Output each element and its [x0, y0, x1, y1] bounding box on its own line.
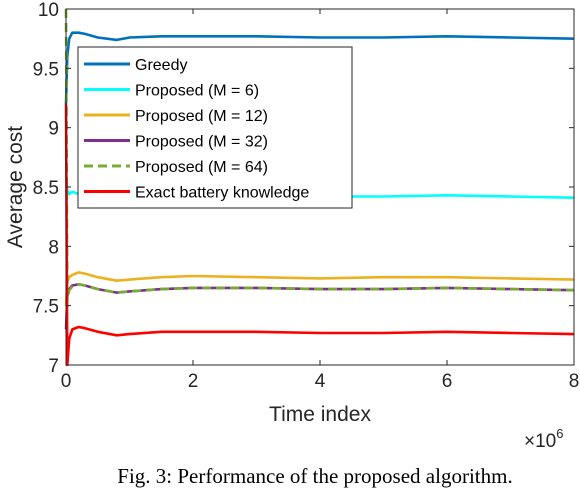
figure-caption: Fig. 3: Performance of the proposed algo…: [117, 464, 512, 488]
legend-entry: Exact battery knowledge: [135, 185, 309, 202]
y-tick-label: 10: [38, 0, 59, 21]
x-axis-label: Time index: [269, 403, 371, 426]
x-tick-label: 4: [315, 371, 326, 392]
legend-entry: Proposed (M = 32): [135, 134, 268, 151]
legend: Greedy Proposed (M = 6) Proposed (M = 12) P…: [77, 46, 353, 209]
y-tick-label: 8.5: [33, 178, 59, 199]
x-axis-multiplier: ×106: [524, 426, 563, 452]
series-line-3: [64, 271, 575, 306]
y-tick-label: 7.5: [33, 297, 59, 318]
x-tick-label: 8: [569, 371, 580, 392]
x-tick-label: 2: [188, 371, 199, 392]
x-axis-multiplier-exponent: 6: [556, 426, 563, 441]
legend-entry: Greedy: [135, 57, 187, 74]
series-line-5: [64, 8, 575, 300]
y-tick-label: 7: [48, 356, 59, 377]
y-tick-label: 9: [48, 119, 59, 140]
legend-entry: Proposed (M = 6): [135, 83, 259, 100]
y-tick-label: 9.5: [33, 59, 59, 80]
y-tick-label: 8: [48, 237, 59, 258]
ticks-layer: 0 2 4 6 8 7 7.5 8 8.5 9 9.5 10: [33, 0, 580, 392]
legend-entry: Proposed (M = 12): [135, 108, 268, 125]
x-tick-label: 6: [442, 371, 453, 392]
legend-box: [77, 46, 353, 209]
x-tick-label: 0: [61, 371, 72, 392]
series-line-6: [64, 103, 575, 367]
series-line-1: [64, 31, 575, 104]
y-axis-label: Average cost: [4, 126, 27, 248]
legend-entry: Proposed (M = 64): [135, 159, 268, 176]
x-axis-multiplier-base: ×10: [524, 431, 556, 452]
